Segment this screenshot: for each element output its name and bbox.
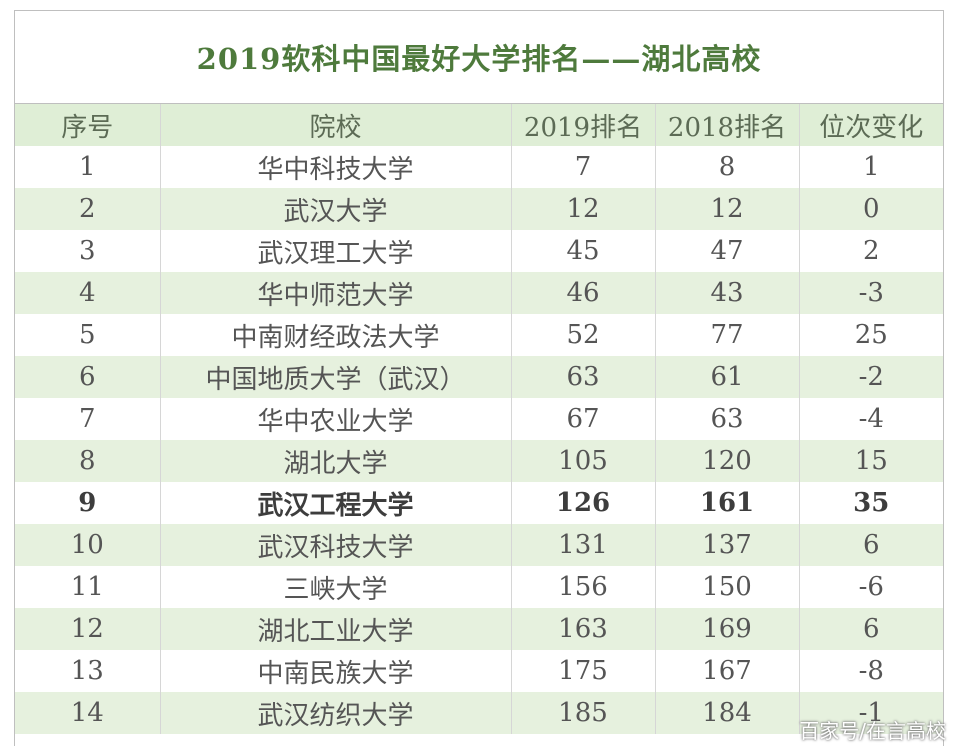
cell-school: 华中农业大学 xyxy=(160,398,512,440)
table-row: 2 武汉大学 12 12 0 xyxy=(15,188,943,230)
cell-rank-2018: 61 xyxy=(655,356,800,398)
cell-rank-2019: 52 xyxy=(511,314,656,356)
cell-school: 华中师范大学 xyxy=(160,272,512,314)
table-row: 8 湖北大学 105 120 15 xyxy=(15,440,943,482)
cell-school: 武汉科技大学 xyxy=(160,524,512,566)
cell-rank-2019: 67 xyxy=(511,398,656,440)
cell-index: 14 xyxy=(15,692,161,734)
cell-school: 三峡大学 xyxy=(160,566,512,608)
cell-rank-2019: 156 xyxy=(511,566,656,608)
cell-index: 8 xyxy=(15,440,161,482)
cell-index: 3 xyxy=(15,230,161,272)
cell-rank-2018: 12 xyxy=(655,188,800,230)
cell-index: 6 xyxy=(15,356,161,398)
cell-index: 2 xyxy=(15,188,161,230)
cell-rank-2018: 63 xyxy=(655,398,800,440)
cell-change: -1 xyxy=(799,692,943,734)
cell-school: 中南民族大学 xyxy=(160,650,512,692)
cell-rank-2019: 175 xyxy=(511,650,656,692)
table-row: 9 武汉工程大学 126 161 35 xyxy=(15,482,943,524)
table-row: 10 武汉科技大学 131 137 6 xyxy=(15,524,943,566)
table-row: 6 中国地质大学（武汉） 63 61 -2 xyxy=(15,356,943,398)
cell-index: 7 xyxy=(15,398,161,440)
cell-rank-2018: 8 xyxy=(655,146,800,188)
col-header-change: 位次变化 xyxy=(799,104,943,146)
col-header-school: 院校 xyxy=(160,104,512,146)
header-row: 序号 院校 2019排名 2018排名 位次变化 xyxy=(15,104,943,146)
cell-school: 武汉理工大学 xyxy=(160,230,512,272)
col-header-rank-2018: 2018排名 xyxy=(655,104,800,146)
col-header-rank-2019: 2019排名 xyxy=(511,104,656,146)
cell-change: 25 xyxy=(799,314,943,356)
cell-school: 中国地质大学（武汉） xyxy=(160,356,512,398)
cell-change: 0 xyxy=(799,188,943,230)
cell-rank-2019: 185 xyxy=(511,692,656,734)
cell-change: -6 xyxy=(799,566,943,608)
cell-change: 2 xyxy=(799,230,943,272)
cell-rank-2019: 131 xyxy=(511,524,656,566)
cell-rank-2018: 137 xyxy=(655,524,800,566)
cell-index: 10 xyxy=(15,524,161,566)
cell-change: 6 xyxy=(799,524,943,566)
cell-change: 1 xyxy=(799,146,943,188)
cell-school: 武汉大学 xyxy=(160,188,512,230)
cell-change: -4 xyxy=(799,398,943,440)
ranking-table: 序号 院校 2019排名 2018排名 位次变化 1 华中科技大学 7 8 1 2 武汉大学… xyxy=(15,104,943,734)
col-header-index: 序号 xyxy=(15,104,161,146)
cell-rank-2019: 12 xyxy=(511,188,656,230)
table-row: 11 三峡大学 156 150 -6 xyxy=(15,566,943,608)
cell-index: 11 xyxy=(15,566,161,608)
cell-rank-2018: 184 xyxy=(655,692,800,734)
cell-index: 4 xyxy=(15,272,161,314)
table-row: 1 华中科技大学 7 8 1 xyxy=(15,146,943,188)
cell-rank-2019: 105 xyxy=(511,440,656,482)
ranking-table-frame: 2019软科中国最好大学排名——湖北高校 序号 院校 2019排名 2018排名… xyxy=(14,10,944,746)
cell-rank-2019: 7 xyxy=(511,146,656,188)
cell-school: 湖北工业大学 xyxy=(160,608,512,650)
cell-rank-2019: 45 xyxy=(511,230,656,272)
cell-change: 6 xyxy=(799,608,943,650)
watermark: 百家号/在言高校 xyxy=(799,719,946,743)
table-row: 14 武汉纺织大学 185 184 -1 xyxy=(15,692,943,734)
cell-change: -8 xyxy=(799,650,943,692)
cell-rank-2018: 43 xyxy=(655,272,800,314)
cell-rank-2019: 46 xyxy=(511,272,656,314)
cell-school: 华中科技大学 xyxy=(160,146,512,188)
table-row: 4 华中师范大学 46 43 -3 xyxy=(15,272,943,314)
table-row: 7 华中农业大学 67 63 -4 xyxy=(15,398,943,440)
cell-index: 13 xyxy=(15,650,161,692)
cell-school: 武汉工程大学 xyxy=(160,482,512,524)
cell-rank-2019: 63 xyxy=(511,356,656,398)
cell-index: 12 xyxy=(15,608,161,650)
table-row: 5 中南财经政法大学 52 77 25 xyxy=(15,314,943,356)
cell-rank-2019: 163 xyxy=(511,608,656,650)
cell-rank-2018: 167 xyxy=(655,650,800,692)
cell-change: -2 xyxy=(799,356,943,398)
cell-rank-2018: 161 xyxy=(655,482,800,524)
cell-rank-2018: 169 xyxy=(655,608,800,650)
cell-index: 5 xyxy=(15,314,161,356)
table-title: 2019软科中国最好大学排名——湖北高校 xyxy=(196,42,762,76)
cell-school: 湖北大学 xyxy=(160,440,512,482)
cell-rank-2019: 126 xyxy=(511,482,656,524)
cell-change: 35 xyxy=(799,482,943,524)
table-row: 13 中南民族大学 175 167 -8 xyxy=(15,650,943,692)
table-row: 12 湖北工业大学 163 169 6 xyxy=(15,608,943,650)
cell-school: 中南财经政法大学 xyxy=(160,314,512,356)
cell-change: 15 xyxy=(799,440,943,482)
cell-rank-2018: 77 xyxy=(655,314,800,356)
cell-rank-2018: 47 xyxy=(655,230,800,272)
cell-index: 1 xyxy=(15,146,161,188)
cell-rank-2018: 150 xyxy=(655,566,800,608)
cell-school: 武汉纺织大学 xyxy=(160,692,512,734)
cell-change: -3 xyxy=(799,272,943,314)
cell-rank-2018: 120 xyxy=(655,440,800,482)
table-row: 3 武汉理工大学 45 47 2 xyxy=(15,230,943,272)
title-row: 2019软科中国最好大学排名——湖北高校 xyxy=(15,11,943,104)
cell-index: 9 xyxy=(15,482,161,524)
